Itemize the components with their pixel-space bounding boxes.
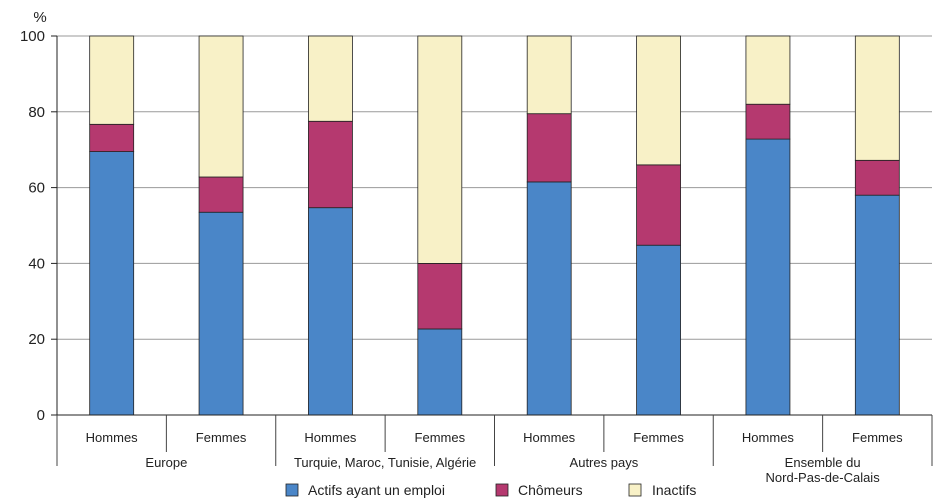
bar-segment-actifs: [417, 328, 463, 416]
bar-segment-actifs: [745, 138, 791, 416]
bar-segment-actifs: [526, 181, 572, 416]
x-group-label: Nord-Pas-de-Calais: [766, 470, 881, 485]
x-category-label: Femmes: [852, 430, 903, 445]
bar-segment-chomeurs: [526, 113, 572, 183]
legend-label: Inactifs: [652, 482, 696, 498]
x-category-label: Femmes: [415, 430, 466, 445]
y-axis-label: %: [33, 9, 46, 26]
bar-segment-chomeurs: [89, 123, 135, 152]
bar-segment-inactifs: [745, 35, 791, 105]
legend-swatch: [285, 483, 299, 497]
x-group-label: Turquie, Maroc, Tunisie, Algérie: [294, 455, 476, 470]
x-category-label: Hommes: [742, 430, 795, 445]
bar-segment-inactifs: [417, 35, 463, 264]
bar-segment-actifs: [198, 211, 244, 416]
y-tick-label: 100: [20, 28, 45, 45]
x-category-label: Hommes: [523, 430, 576, 445]
bar-segment-chomeurs: [745, 103, 791, 140]
bar-segment-actifs: [636, 244, 681, 416]
gridlines: [57, 35, 932, 340]
x-category-label: Hommes: [86, 430, 139, 445]
y-tick-label: 0: [37, 407, 45, 424]
bar-segment-chomeurs: [198, 176, 244, 213]
legend: Actifs ayant un emploi Chômeurs Inactifs: [285, 482, 696, 498]
bar-segment-chomeurs: [636, 164, 681, 246]
y-ticks: 0 20 40 60 80 100: [20, 28, 57, 424]
y-tick-label: 60: [28, 180, 45, 197]
bar-segment-actifs: [854, 194, 900, 416]
x-category-label: Femmes: [633, 430, 684, 445]
y-tick-label: 20: [28, 331, 45, 348]
legend-label: Chômeurs: [518, 482, 583, 498]
x-category-label: Femmes: [196, 430, 247, 445]
bar-segment-actifs: [89, 151, 135, 416]
y-tick-label: 40: [28, 255, 45, 272]
x-group-label: Europe: [145, 455, 187, 470]
x-group-label: Ensemble du: [785, 455, 861, 470]
legend-swatch: [628, 483, 642, 497]
bar-segment-inactifs: [89, 35, 135, 125]
y-tick-label: 80: [28, 104, 45, 121]
axes: [56, 36, 932, 416]
bar-segment-inactifs: [636, 35, 681, 166]
x-group-label: Autres pays: [570, 455, 639, 470]
x-category-label: Hommes: [304, 430, 357, 445]
x-categories: Hommes Femmes Hommes Femmes Hommes Femmes Homm…: [56, 415, 933, 485]
bar-segment-inactifs: [526, 35, 572, 115]
bar-segment-inactifs: [198, 35, 244, 178]
bar-segment-inactifs: [308, 35, 353, 122]
bars: [89, 35, 900, 416]
bar-segment-actifs: [308, 207, 353, 416]
bar-segment-chomeurs: [417, 262, 463, 330]
legend-swatch: [495, 483, 509, 497]
bar-segment-inactifs: [854, 35, 900, 161]
legend-label: Actifs ayant un emploi: [308, 482, 445, 498]
bar-segment-chomeurs: [308, 120, 353, 209]
bar-segment-chomeurs: [854, 159, 900, 196]
